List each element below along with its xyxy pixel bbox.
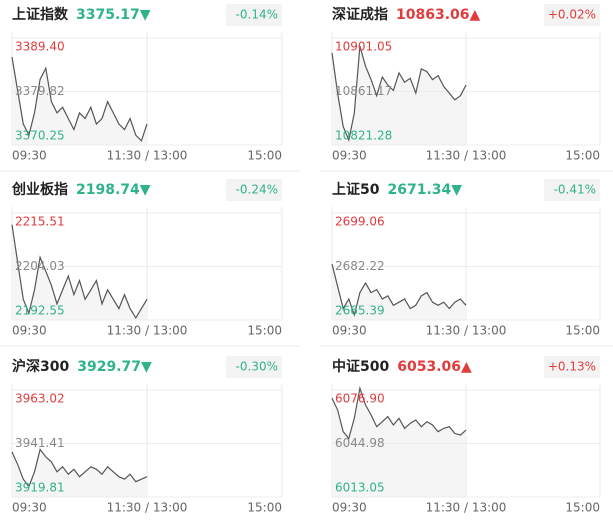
change-badge: [544, 179, 600, 201]
index-header: 中证500 6053.06▲: [332, 358, 472, 375]
y-tick-label: 3919.81: [15, 481, 65, 495]
y-tick-label: 6044.98: [335, 436, 385, 450]
x-tick-label: 09:30: [12, 149, 47, 163]
y-tick-label: 6076.90: [335, 392, 385, 406]
index-name: 深证成指: [332, 6, 388, 23]
index-change: -0.41%: [554, 183, 596, 197]
y-tick-label: 10821.28: [335, 129, 392, 143]
price-line: [11, 224, 148, 320]
index-price: 2198.74▼: [76, 182, 151, 198]
price-line: [331, 385, 467, 440]
change-badge: [544, 356, 600, 378]
y-tick-label: 3963.02: [15, 392, 65, 406]
price-line: [11, 448, 148, 488]
price-area: [332, 388, 466, 497]
index-header: 沪深300 3929.77▼: [12, 358, 152, 375]
y-tick-label: 3941.41: [15, 436, 65, 450]
index-price: 10863.06▲: [396, 7, 481, 23]
index-change: -0.14%: [236, 8, 278, 22]
y-tick-label: 6013.05: [335, 481, 385, 495]
index-change: +0.02%: [548, 8, 596, 22]
y-tick-label: 2665.39: [335, 304, 385, 318]
x-tick-label: 09:30: [332, 149, 367, 163]
y-tick-label: 2215.51: [15, 215, 65, 229]
x-tick-label: 09:30: [12, 501, 47, 515]
index-change: -0.24%: [236, 183, 278, 197]
x-tick-label: 09:30: [332, 324, 367, 338]
y-tick-label: 2204.03: [15, 259, 65, 273]
change-badge: [226, 356, 282, 378]
y-tick-label: 2699.06: [335, 215, 385, 229]
y-tick-label: 3379.82: [15, 84, 65, 98]
change-badge: [544, 4, 600, 26]
index-change: -0.30%: [236, 360, 278, 374]
index-name: 沪深300: [12, 358, 69, 375]
x-tick-label: 11:30 / 13:00: [426, 149, 507, 163]
x-tick-label: 15:00: [247, 501, 282, 515]
x-tick-label: 09:30: [12, 324, 47, 338]
x-tick-label: 11:30 / 13:00: [426, 501, 507, 515]
x-tick-label: 15:00: [247, 149, 282, 163]
change-badge: [226, 4, 282, 26]
y-tick-label: 10861.17: [335, 84, 392, 98]
index-price: 6053.06▲: [397, 359, 472, 375]
price-area: [12, 449, 147, 497]
x-tick-label: 09:30: [332, 501, 367, 515]
x-tick-label: 11:30 / 13:00: [107, 149, 188, 163]
y-tick-label: 10901.05: [335, 40, 392, 54]
index-header: 上证50 2671.34▼: [332, 182, 462, 198]
index-name: 中证500: [332, 358, 389, 375]
index-name: 上证指数: [12, 6, 69, 23]
index-header: 创业板指 2198.74▼: [11, 181, 151, 198]
price-line: [331, 263, 467, 317]
y-tick-label: 2682.22: [335, 259, 385, 273]
change-badge: [226, 179, 282, 201]
price-area: [12, 224, 147, 320]
index-header: 上证指数 3375.17▼: [12, 6, 151, 23]
index-price: 3929.77▼: [77, 359, 152, 375]
price-area: [332, 264, 466, 320]
index-name: 创业板指: [11, 181, 68, 198]
index-change: +0.13%: [548, 360, 596, 374]
price-area: [332, 46, 466, 145]
index-name: 上证50: [332, 182, 380, 198]
y-tick-label: 2192.55: [15, 304, 65, 318]
y-tick-label: 3389.40: [15, 40, 65, 54]
price-line: [11, 56, 148, 142]
x-tick-label: 15:00: [247, 324, 282, 338]
x-tick-label: 11:30 / 13:00: [107, 501, 188, 515]
index-price: 2671.34▼: [387, 182, 462, 198]
y-tick-label: 3370.25: [15, 129, 65, 143]
x-tick-label: 15:00: [565, 324, 600, 338]
x-tick-label: 15:00: [565, 501, 600, 515]
x-tick-label: 11:30 / 13:00: [107, 324, 188, 338]
x-tick-label: 11:30 / 13:00: [426, 324, 507, 338]
x-tick-label: 15:00: [565, 149, 600, 163]
price-line: [331, 45, 467, 143]
price-area: [12, 57, 147, 145]
index-header: 深证成指 10863.06▲: [332, 6, 481, 23]
index-price: 3375.17▼: [76, 7, 151, 23]
